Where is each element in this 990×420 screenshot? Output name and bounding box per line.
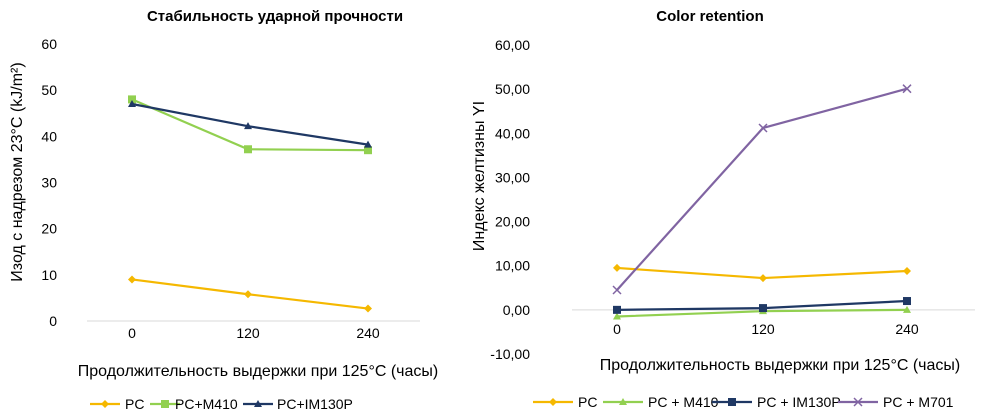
y-tick-label: 10,00: [495, 258, 530, 274]
data-point: [759, 274, 767, 283]
chart-2: Color retention -10,00 0,00 10,00 20,00 30,00…: [471, 8, 975, 410]
series-pc: [613, 263, 911, 283]
legend-label: PC + IM130P: [757, 394, 841, 410]
x-tick-label: 120: [236, 325, 260, 341]
legend-label: PC+IM130P: [277, 396, 353, 412]
legend: PC PC+M410 PC+IM130P: [90, 396, 353, 412]
y-tick-label: 40: [41, 128, 57, 144]
series-line: [616, 87, 908, 291]
x-axis-label: Продолжительность выдержки при 125°С (ча…: [78, 363, 438, 380]
y-tick-label: 0: [49, 313, 57, 329]
data-point: [364, 140, 372, 148]
data-point: [244, 122, 252, 130]
y-tick-label: -10,00: [490, 346, 530, 362]
legend-label: PC + M701: [883, 394, 954, 410]
data-point: [364, 304, 372, 313]
legend-label: PC: [125, 396, 144, 412]
legend-label: PC: [578, 394, 597, 410]
data-point: [759, 304, 767, 313]
data-point: [613, 263, 621, 272]
y-tick-label: 50,00: [495, 81, 530, 97]
x-axis-label: Продолжительность выдержки при 125°С (ча…: [600, 357, 960, 374]
data-point: [128, 275, 136, 284]
legend-marker: [101, 400, 109, 408]
y-tick-label: 20,00: [495, 214, 530, 230]
data-point: [244, 290, 252, 299]
y-tick-label: 60,00: [495, 37, 530, 53]
legend-marker: [853, 397, 863, 407]
legend-marker: [549, 398, 557, 406]
x-tick-label: 0: [128, 325, 136, 341]
legend-marker: [254, 400, 262, 407]
chart-1: Стабильность ударной прочности 0 10 20 30 40 5…: [9, 8, 438, 412]
series-pc-m410: [128, 95, 372, 155]
y-tick-label: 10: [41, 267, 57, 283]
x-tick-label: 120: [751, 321, 775, 337]
legend-label: PC+M410: [175, 396, 238, 412]
legend-marker: [619, 398, 627, 405]
data-point: [613, 312, 621, 320]
y-tick-label: 30: [41, 175, 57, 191]
data-point: [758, 123, 768, 133]
y-tick-label: 30,00: [495, 169, 530, 185]
x-tick-label: 240: [895, 321, 919, 337]
legend-label: PC + M410: [648, 394, 719, 410]
legend-marker: [161, 400, 169, 408]
series-line: [131, 102, 369, 146]
series-pc: [128, 275, 372, 313]
data-point: [244, 145, 252, 154]
legend: PC PC + M410 PC + IM130P PC + M701: [533, 394, 954, 410]
series-pc-im130p: [613, 297, 911, 314]
y-axis-label: Изод с надрезом 23°С (kJ/m²): [9, 62, 26, 281]
data-point: [903, 267, 911, 276]
legend-marker: [728, 398, 736, 406]
data-point: [128, 95, 136, 104]
data-point: [612, 285, 622, 295]
x-tick-label: 0: [613, 321, 621, 337]
data-point: [902, 84, 912, 94]
data-point: [364, 146, 372, 155]
y-tick-label: 50: [41, 82, 57, 98]
chart-title: Стабильность ударной прочности: [147, 8, 403, 25]
x-tick-label: 240: [356, 325, 380, 341]
series-pc-im130p: [128, 100, 372, 148]
y-tick-label: 20: [41, 221, 57, 237]
y-tick-label: 40,00: [495, 125, 530, 141]
y-tick-label: 60: [41, 36, 57, 52]
series-line: [131, 98, 369, 152]
data-point: [128, 100, 136, 108]
data-point: [903, 305, 911, 313]
y-tick-label: 0,00: [503, 302, 530, 318]
data-point: [613, 305, 621, 314]
chart-title: Color retention: [656, 8, 764, 25]
series-pc-m701: [612, 84, 912, 295]
y-axis-label: Индекс желтизны YI: [471, 101, 488, 251]
data-point: [903, 297, 911, 306]
